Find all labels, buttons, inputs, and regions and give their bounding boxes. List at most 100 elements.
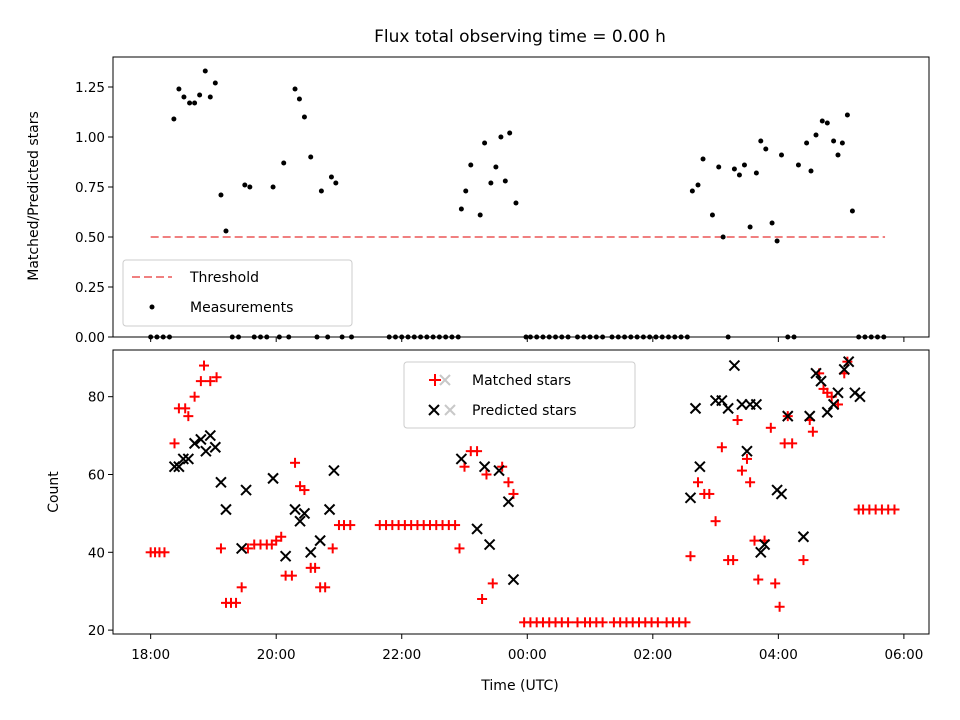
- matched-star-marker: [327, 543, 338, 554]
- predicted-marker-b: [728, 359, 741, 372]
- measurement-point: [778, 152, 784, 158]
- measurement-point: [689, 188, 695, 194]
- predicted-star-marker: [478, 461, 491, 473]
- measurement-point: [171, 116, 177, 122]
- bottom-xtick-label: 04:00: [759, 647, 798, 663]
- predicted-marker-b: [741, 445, 753, 457]
- measurement-point: [507, 130, 513, 136]
- predicted-marker-b: [173, 461, 185, 473]
- bottom-xtick-label: 22:00: [382, 647, 421, 663]
- predicted-marker-b: [182, 453, 195, 465]
- measurement-point: [308, 154, 314, 160]
- top-ytick-label: 0.25: [75, 280, 105, 296]
- bottom-ytick-label: 60: [88, 467, 105, 483]
- measurement-point: [769, 220, 775, 226]
- predicted-star-marker: [750, 398, 763, 411]
- measurement-point: [813, 132, 819, 138]
- matched-star-marker: [889, 504, 900, 515]
- predicted-star-marker: [741, 445, 753, 457]
- top-panel: Flux total observing time = 0.00 h Match…: [26, 27, 930, 346]
- measurement-point: [301, 114, 307, 120]
- bottom-ytick-label: 80: [88, 390, 105, 406]
- predicted-star-marker: [797, 531, 810, 543]
- predicted-star-marker: [827, 398, 840, 411]
- measurement-point: [482, 140, 488, 146]
- predicted-marker-b: [736, 398, 748, 411]
- measurement-point: [212, 80, 218, 86]
- matched-legend-swatch: [429, 374, 441, 386]
- measurement-point: [477, 212, 483, 218]
- predicted-marker-b: [298, 507, 311, 520]
- predicted-star-marker: [775, 488, 788, 500]
- predicted-marker-b: [804, 410, 816, 422]
- predicted-star-marker: [267, 472, 279, 485]
- bottom-legend: Matched stars Predicted stars: [403, 361, 636, 429]
- measurement-point: [296, 96, 302, 102]
- predicted-star-marker: [502, 496, 515, 508]
- matched-star-marker: [180, 403, 191, 414]
- measurement-point: [242, 182, 248, 188]
- measurement-point: [831, 138, 837, 144]
- top-chart-title: Flux total observing time = 0.00 h: [374, 27, 666, 47]
- predicted-star-marker: [314, 534, 326, 547]
- predicted-marker-b: [209, 441, 222, 453]
- predicted-marker-b: [471, 523, 483, 535]
- measurement-point: [197, 92, 203, 98]
- matched-star-marker: [477, 593, 488, 604]
- top-ytick-label: 1.00: [75, 130, 105, 146]
- measurement-point: [270, 184, 276, 190]
- top-legend: Threshold Measurements: [122, 259, 353, 327]
- predicted-star-marker: [195, 433, 207, 446]
- matched-star-marker: [211, 372, 222, 383]
- matched-star-marker: [732, 415, 743, 426]
- predicted-star-marker: [483, 538, 496, 551]
- predicted-marker-b: [815, 375, 827, 387]
- predicted-marker-b: [200, 445, 212, 457]
- measurement-point: [720, 234, 726, 240]
- measurement-point: [736, 172, 742, 178]
- top-y-axis-label: Matched/Predicted stars: [26, 111, 42, 281]
- predicted-marker-b: [483, 538, 496, 551]
- matched-star-marker: [183, 411, 194, 422]
- measurement-point: [824, 120, 830, 126]
- predicted-star-marker: [854, 390, 866, 403]
- measurement-point: [747, 224, 753, 230]
- predicted-marker-b: [832, 387, 844, 399]
- measurement-point: [700, 156, 706, 162]
- predicted-marker-b: [502, 496, 515, 508]
- measurement-point: [774, 238, 780, 244]
- matched-legend-ghost-x: [439, 374, 451, 386]
- matched-star-marker: [753, 574, 764, 585]
- predicted-star-marker: [758, 538, 771, 551]
- predicted-marker-b: [827, 398, 840, 411]
- predicted-marker-b: [684, 492, 697, 504]
- measurement-point: [513, 200, 519, 206]
- predicted-marker-b: [289, 503, 301, 516]
- matched-star-marker: [159, 547, 170, 558]
- predicted-star-marker: [289, 503, 301, 516]
- matched-star-marker: [189, 391, 200, 402]
- predicted-star-marker: [328, 464, 340, 477]
- predicted-star-marker: [305, 546, 317, 559]
- top-ytick-label: 0.75: [75, 180, 105, 196]
- measurement-point: [292, 86, 298, 92]
- measurement-point: [202, 68, 208, 74]
- predicted-star-marker: [471, 523, 483, 535]
- predicted-marker-b: [838, 363, 850, 376]
- matched-star-marker: [503, 477, 514, 488]
- matched-star-marker: [276, 531, 287, 542]
- predicted-marker-b: [758, 538, 771, 551]
- predicted-star-marker: [815, 375, 827, 387]
- predicted-star-marker: [838, 363, 850, 376]
- predicted-star-marker: [209, 441, 222, 453]
- matched-star-marker: [798, 555, 809, 566]
- predicted-marker-b: [722, 402, 734, 415]
- matched-star-marker: [749, 535, 760, 546]
- bottom-plot-area: [145, 355, 900, 628]
- predicted-marker-b: [694, 461, 706, 473]
- predicted-marker-b: [294, 515, 306, 527]
- matched-star-marker: [765, 422, 776, 433]
- matched-star-marker: [199, 360, 210, 371]
- predicted-marker-b: [750, 398, 763, 411]
